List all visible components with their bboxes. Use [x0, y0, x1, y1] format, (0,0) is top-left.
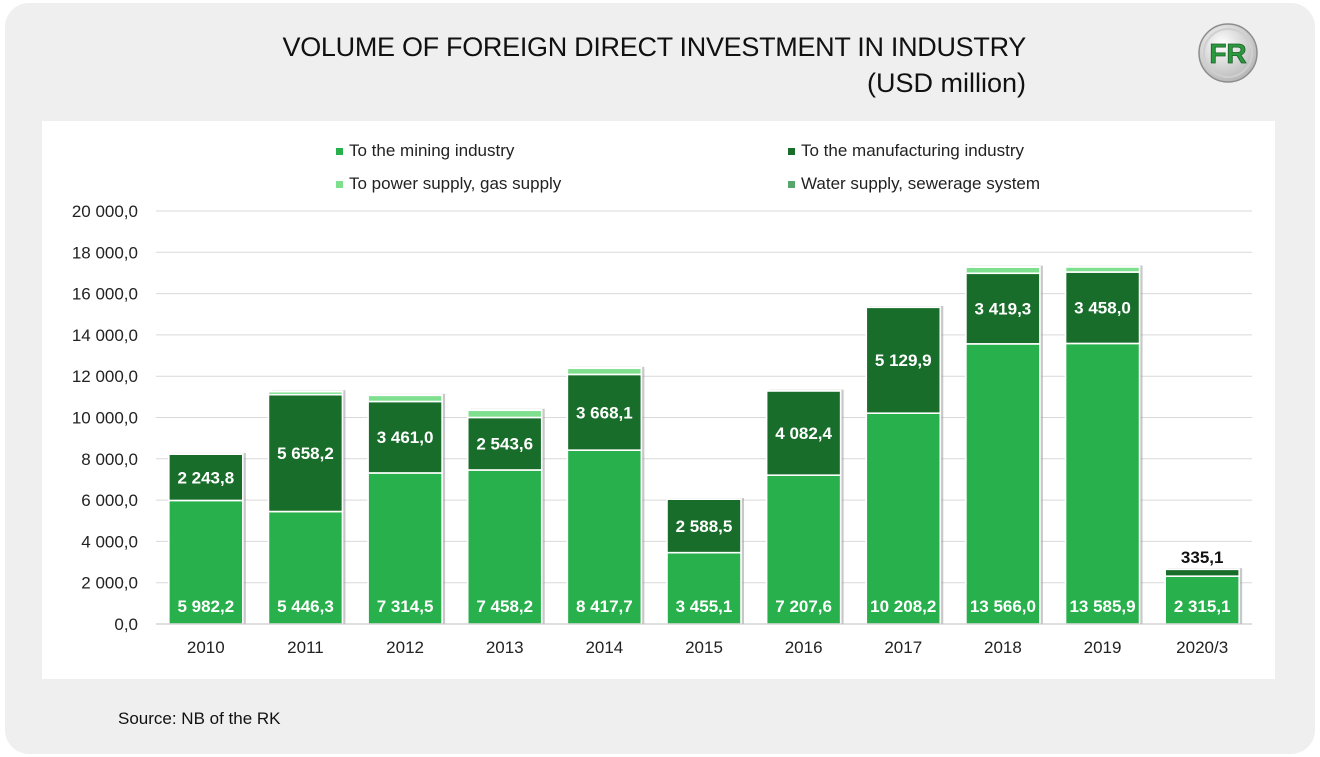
bar-segment	[168, 453, 244, 502]
data-label-manufacturing: 3 419,3	[975, 300, 1032, 319]
bar-segment	[765, 474, 842, 625]
logo-text: FR	[1209, 38, 1246, 69]
legend-entry: To the manufacturing industry	[801, 141, 1025, 160]
data-label-mining: 13 566,0	[970, 597, 1036, 616]
y-tick-label: 18 000,0	[72, 243, 138, 262]
bar-segment	[965, 272, 1041, 345]
bar-segment	[466, 416, 543, 471]
data-label-manufacturing: 3 668,1	[576, 403, 633, 422]
data-label-mining: 13 585,9	[1069, 597, 1135, 616]
bar-segment	[666, 498, 742, 554]
data-label-mining: 5 446,3	[277, 597, 334, 616]
y-tick-label: 6 000,0	[81, 491, 138, 510]
data-label-manufacturing: 3 458,0	[1074, 299, 1131, 318]
bar-segment	[1064, 342, 1141, 625]
y-tick-label: 14 000,0	[72, 326, 138, 345]
x-tick-label: 2010	[187, 638, 225, 657]
legend-entry: To the mining industry	[349, 141, 515, 160]
y-tick-label: 20 000,0	[72, 202, 138, 221]
bar-segment	[666, 551, 742, 625]
data-label-mining: 7 314,5	[377, 597, 434, 616]
legend-swatch	[336, 148, 343, 155]
fr-logo-icon: FR	[1198, 23, 1258, 83]
bar-segment	[566, 373, 643, 451]
x-tick-label: 2011	[287, 638, 324, 657]
y-tick-label: 10 000,0	[72, 409, 138, 428]
data-label-mining: 3 455,1	[676, 597, 733, 616]
bar-segment	[865, 306, 942, 415]
source-note: Source: NB of the RK	[118, 709, 281, 728]
stacked-bar-chart: 0,0 2 000,0 4 000,0 6 000,0 8 000,0 10 000,0 1…	[72, 141, 1252, 657]
data-label-mining: 8 417,7	[576, 597, 633, 616]
bar-segment	[765, 390, 842, 476]
legend-swatch	[336, 181, 343, 188]
data-label-manufacturing: 335,1	[1181, 548, 1224, 567]
data-label-manufacturing: 2 588,5	[676, 517, 733, 536]
y-tick-label: 0,0	[114, 615, 138, 634]
data-label-mining: 5 982,2	[177, 597, 234, 616]
data-label-manufacturing: 5 129,9	[875, 351, 932, 370]
chart-title: VOLUME OF FOREIGN DIRECT INVESTMENT IN I…	[282, 32, 1027, 62]
chart-subtitle: (USD million)	[866, 68, 1026, 98]
data-label-manufacturing: 3 461,0	[377, 428, 434, 447]
bar-segment	[267, 393, 344, 513]
x-tick-label: 2014	[585, 638, 623, 657]
x-tick-label: 2017	[884, 638, 922, 657]
data-label-mining: 7 207,6	[775, 597, 832, 616]
bar-segment	[566, 367, 643, 376]
bar-segment	[367, 400, 443, 474]
x-tick-label: 2016	[785, 638, 823, 657]
x-tick-label: 2018	[984, 638, 1022, 657]
x-tick-label: 2020/3	[1176, 638, 1228, 657]
x-tick-label: 2013	[486, 638, 524, 657]
y-tick-label: 4 000,0	[81, 532, 138, 551]
data-label-mining: 2 315,1	[1174, 597, 1231, 616]
y-tick-label: 8 000,0	[81, 450, 138, 469]
legend-entry: Water supply, sewerage system	[801, 174, 1040, 193]
bar-segment	[965, 343, 1041, 625]
chart-panel: 0,0 2 000,0 4 000,0 6 000,0 8 000,0 10 000,0 1…	[42, 121, 1275, 679]
bar-segment	[965, 266, 1041, 275]
legend-swatch	[788, 181, 795, 188]
data-label-manufacturing: 2 243,8	[177, 468, 234, 487]
bar-segment	[367, 394, 443, 403]
legend-swatch	[788, 148, 795, 155]
data-label-manufacturing: 5 658,2	[277, 444, 334, 463]
bar-segment	[466, 469, 543, 625]
y-tick-label: 2 000,0	[81, 574, 138, 593]
bar-segment	[566, 449, 643, 625]
bar-segment	[1164, 568, 1240, 577]
bar-segment	[865, 412, 942, 625]
data-label-manufacturing: 4 082,4	[775, 424, 832, 443]
legend-entry: To power supply, gas supply	[349, 174, 562, 193]
x-tick-label: 2015	[685, 638, 723, 657]
data-label-mining: 7 458,2	[476, 597, 533, 616]
bar-segment	[267, 510, 344, 625]
bar-segment	[168, 499, 244, 625]
bar-segment	[466, 409, 543, 419]
y-tick-label: 16 000,0	[72, 285, 138, 304]
x-tick-label: 2012	[386, 638, 424, 657]
data-label-manufacturing: 2 543,6	[476, 435, 533, 454]
x-tick-label: 2019	[1084, 638, 1122, 657]
data-label-mining: 10 208,2	[870, 597, 936, 616]
y-tick-label: 12 000,0	[72, 367, 138, 386]
